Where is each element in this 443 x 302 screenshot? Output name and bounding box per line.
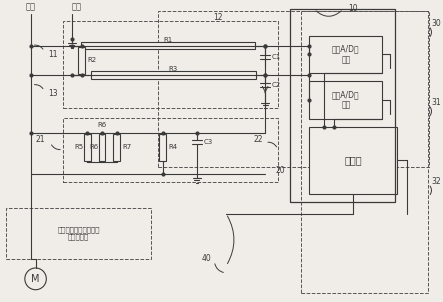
- Text: 功率开关芯片和半导体
型场效应管: 功率开关芯片和半导体 型场效应管: [57, 226, 100, 240]
- Bar: [158, 11, 429, 167]
- Bar: [82, 42, 256, 50]
- Text: 第一A/D转
换器: 第一A/D转 换器: [332, 45, 360, 64]
- Text: 30: 30: [431, 19, 441, 28]
- Bar: [91, 71, 256, 79]
- Text: 零线: 零线: [72, 2, 82, 11]
- Text: R1: R1: [164, 37, 173, 43]
- Text: 第二A/D转
换器: 第二A/D转 换器: [332, 90, 360, 110]
- Text: 32: 32: [431, 178, 441, 186]
- Bar: [309, 127, 397, 194]
- Text: 12: 12: [214, 13, 223, 22]
- Circle shape: [25, 268, 47, 290]
- Bar: [309, 36, 382, 73]
- Bar: [63, 118, 278, 182]
- Text: 单片机: 单片机: [344, 155, 362, 165]
- Bar: [159, 134, 166, 161]
- Bar: [84, 134, 91, 161]
- Text: 11: 11: [48, 50, 58, 59]
- Text: R5: R5: [75, 144, 84, 150]
- Bar: [309, 81, 382, 119]
- Bar: [113, 134, 120, 161]
- Text: R6: R6: [89, 144, 98, 150]
- Text: C2: C2: [272, 82, 281, 88]
- Text: 31: 31: [431, 98, 441, 108]
- Text: 火线: 火线: [26, 2, 36, 11]
- Text: M: M: [31, 274, 40, 284]
- Bar: [99, 134, 105, 161]
- Text: C3: C3: [204, 140, 213, 146]
- Text: 21: 21: [36, 135, 45, 144]
- Bar: [6, 208, 151, 259]
- Text: C1: C1: [272, 54, 281, 60]
- Bar: [301, 11, 428, 293]
- Text: R2: R2: [87, 57, 97, 63]
- Text: 40: 40: [202, 254, 211, 263]
- Text: R4: R4: [168, 144, 178, 150]
- Bar: [78, 47, 85, 74]
- Text: 10: 10: [348, 5, 358, 14]
- Text: 13: 13: [48, 89, 58, 98]
- Text: 22: 22: [254, 135, 263, 144]
- Text: 20: 20: [275, 165, 285, 175]
- Text: R6: R6: [97, 122, 107, 128]
- Bar: [63, 21, 278, 108]
- Text: R3: R3: [169, 66, 178, 72]
- Bar: [290, 9, 395, 202]
- Text: R7: R7: [123, 144, 132, 150]
